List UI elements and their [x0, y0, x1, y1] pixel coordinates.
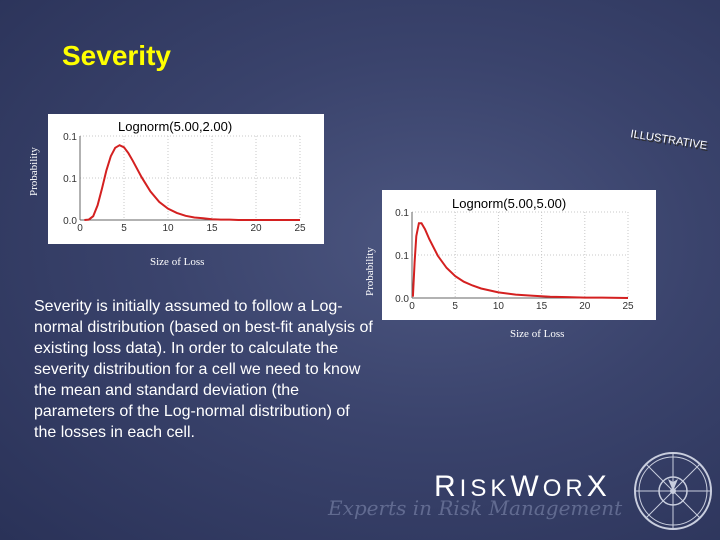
compass-icon [634, 452, 712, 530]
x-tick-label: 15 [206, 223, 218, 234]
chart1-y-axis-label: Probability [28, 147, 40, 196]
x-tick-label: 15 [536, 301, 548, 312]
x-tick-label: 25 [622, 301, 634, 312]
y-tick-label: 0.1 [63, 174, 77, 185]
x-tick-label: 25 [294, 223, 306, 234]
x-tick-label: 20 [250, 223, 262, 234]
series-line [84, 144, 300, 221]
illustrative-stamp: ILLUSTRATIVE ILLUSTRATIVE [630, 128, 710, 154]
slide-title: Severity [62, 40, 171, 71]
x-tick-label: 0 [77, 223, 83, 234]
chart2-x-axis-label: Size of Loss [510, 328, 565, 340]
chart-lognorm-5-2: Lognorm(5.00,2.00) 0 5 10 15 20 25 0.0 0.1 0.1 [48, 114, 324, 244]
chart-lognorm-5-5: Lognorm(5.00,5.00) 0 5 10 15 20 25 0.0 0.1 0.1 [382, 190, 656, 320]
x-tick-label: 10 [493, 301, 505, 312]
riskworx-logo: Experts in Risk Management RISKWORX [322, 446, 720, 540]
stamp-text: ILLUSTRATIVE [630, 128, 708, 152]
logo-tagline: Experts in Risk Management [328, 496, 623, 520]
logo-isk: ISK [459, 475, 511, 502]
x-tick-label: 5 [452, 301, 458, 312]
x-tick-label: 5 [121, 223, 127, 234]
lognorm-5-5-plot: Lognorm(5.00,5.00) 0 5 10 15 20 25 0.0 0.1 0.1 [395, 196, 634, 312]
logo-w: W [510, 470, 543, 503]
chart2-y-axis-label: Probability [364, 247, 376, 296]
chart-title: Lognorm(5.00,2.00) [118, 119, 232, 134]
x-tick-label: 20 [579, 301, 591, 312]
x-tick-label: 0 [409, 301, 415, 312]
logo-or: OR [542, 475, 587, 502]
logo-x: X [586, 470, 611, 503]
y-tick-label: 0.0 [395, 294, 409, 305]
severity-description: Severity is initially assumed to follow … [34, 298, 373, 441]
chart1-x-axis-label: Size of Loss [150, 256, 205, 268]
y-tick-label: 0.1 [395, 208, 409, 219]
lognorm-5-2-plot: Lognorm(5.00,2.00) 0 5 10 15 20 25 0.0 0.1 0.1 [63, 119, 306, 234]
y-tick-label: 0.0 [63, 216, 77, 227]
logo-wordmark: RISKWORX [434, 470, 611, 504]
x-tick-label: 10 [162, 223, 174, 234]
series-line [411, 222, 629, 299]
logo-r: R [434, 470, 460, 503]
y-tick-label: 0.1 [63, 132, 77, 143]
y-tick-label: 0.1 [395, 251, 409, 262]
chart-title: Lognorm(5.00,5.00) [452, 196, 566, 211]
